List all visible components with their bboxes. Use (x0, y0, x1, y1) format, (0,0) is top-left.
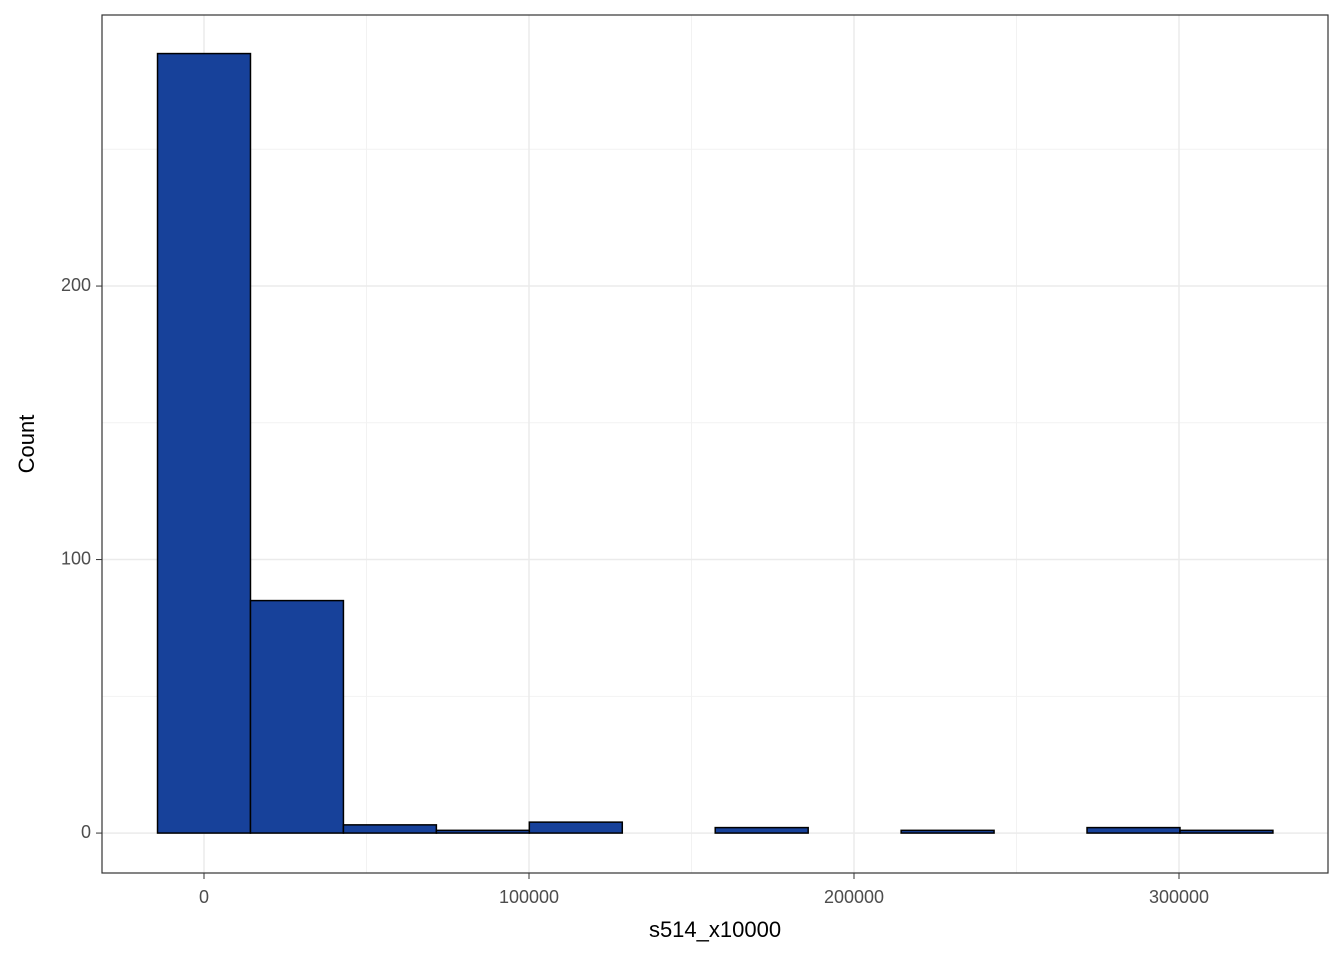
y-axis-title: Count (14, 415, 39, 474)
x-axis-title: s514_x10000 (649, 917, 781, 942)
bar (1179, 829, 1274, 834)
plot-border (101, 14, 1329, 874)
y-tick-label: 200 (61, 275, 91, 295)
x-tick-label: 0 (199, 887, 209, 907)
x-tick-label: 200000 (824, 887, 884, 907)
bar (435, 829, 531, 834)
y-tick-label: 100 (61, 548, 91, 568)
x-tick-label: 100000 (499, 887, 559, 907)
bar (156, 52, 252, 834)
bar (900, 829, 995, 834)
bar (528, 821, 624, 834)
bar (714, 826, 809, 834)
bar (249, 599, 345, 834)
x-tick-label: 300000 (1149, 887, 1209, 907)
bar (1086, 826, 1181, 834)
bar (342, 824, 438, 834)
y-tick-label: 0 (81, 822, 91, 842)
